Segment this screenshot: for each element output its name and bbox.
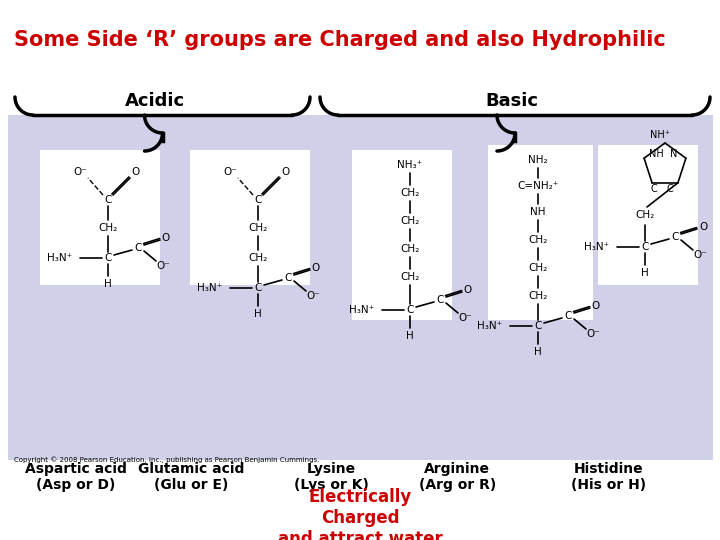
Text: H₃N⁺: H₃N⁺: [48, 253, 73, 263]
Text: CH₂: CH₂: [400, 272, 420, 282]
Text: CH₂: CH₂: [99, 223, 117, 233]
Text: O: O: [132, 167, 140, 177]
Text: C: C: [254, 283, 261, 293]
Text: Basic: Basic: [485, 92, 539, 110]
Text: CH₂: CH₂: [528, 291, 548, 301]
Text: O⁻: O⁻: [458, 313, 472, 323]
FancyBboxPatch shape: [8, 115, 713, 460]
Text: Glutamic acid
(Glu or E): Glutamic acid (Glu or E): [138, 462, 244, 492]
Text: C: C: [671, 232, 679, 242]
FancyBboxPatch shape: [598, 145, 698, 285]
Text: H: H: [641, 268, 649, 278]
Text: Electrically
Charged
and attract water: Electrically Charged and attract water: [278, 488, 442, 540]
Text: O⁻: O⁻: [693, 250, 707, 260]
Text: C: C: [651, 184, 657, 194]
Text: O: O: [312, 263, 320, 273]
Text: NH: NH: [649, 149, 663, 159]
Text: CH₂: CH₂: [400, 188, 420, 198]
Text: C: C: [254, 195, 261, 205]
Text: C: C: [284, 273, 292, 283]
Text: O: O: [162, 233, 170, 243]
Text: H₃N⁺: H₃N⁺: [197, 283, 222, 293]
Text: H₃N⁺: H₃N⁺: [349, 305, 374, 315]
Text: C: C: [564, 311, 572, 321]
Text: Arginine
(Arg or R): Arginine (Arg or R): [418, 462, 496, 492]
Text: N: N: [670, 149, 678, 159]
Text: C: C: [436, 295, 444, 305]
Text: H: H: [534, 347, 542, 357]
Text: Some Side ‘R’ groups are Charged and also Hydrophilic: Some Side ‘R’ groups are Charged and als…: [14, 30, 666, 50]
Text: H₃N⁺: H₃N⁺: [585, 242, 610, 252]
Text: C: C: [667, 184, 673, 194]
Text: CH₂: CH₂: [528, 235, 548, 245]
Text: NH⁺: NH⁺: [650, 130, 670, 140]
Text: CH₂: CH₂: [635, 210, 654, 220]
Text: O: O: [699, 222, 707, 232]
Text: NH₂: NH₂: [528, 155, 548, 165]
Text: CH₂: CH₂: [400, 244, 420, 254]
Text: O⁻: O⁻: [223, 167, 237, 177]
Text: H: H: [104, 279, 112, 289]
Text: Lysine
(Lys or K): Lysine (Lys or K): [294, 462, 369, 492]
Text: H: H: [406, 331, 414, 341]
FancyBboxPatch shape: [352, 150, 452, 320]
Text: O⁻: O⁻: [156, 261, 170, 271]
Text: C: C: [135, 243, 142, 253]
Text: CH₂: CH₂: [528, 263, 548, 273]
Text: C: C: [104, 195, 112, 205]
Text: O⁻: O⁻: [73, 167, 87, 177]
Text: O⁻: O⁻: [586, 329, 600, 339]
Text: NH: NH: [530, 207, 546, 217]
Text: H₃N⁺: H₃N⁺: [477, 321, 503, 331]
Text: Histidine
(His or H): Histidine (His or H): [571, 462, 646, 492]
Text: C: C: [642, 242, 649, 252]
FancyBboxPatch shape: [40, 150, 160, 285]
Text: Acidic: Acidic: [125, 92, 185, 110]
Text: C: C: [534, 321, 541, 331]
Text: C: C: [406, 305, 414, 315]
Text: C: C: [104, 253, 112, 263]
Text: Copyright © 2008 Pearson Education, Inc., publishing as Pearson Benjamin Cumming: Copyright © 2008 Pearson Education, Inc.…: [14, 456, 320, 463]
Text: NH₃⁺: NH₃⁺: [397, 160, 423, 170]
Text: O: O: [282, 167, 290, 177]
Text: CH₂: CH₂: [400, 216, 420, 226]
Text: H: H: [254, 309, 262, 319]
Text: O: O: [592, 301, 600, 311]
Text: O: O: [464, 285, 472, 295]
Text: Aspartic acid
(Asp or D): Aspartic acid (Asp or D): [24, 462, 127, 492]
Text: C=NH₂⁺: C=NH₂⁺: [518, 181, 559, 191]
Text: CH₂: CH₂: [248, 253, 268, 263]
FancyBboxPatch shape: [488, 145, 593, 320]
Text: O⁻: O⁻: [306, 291, 320, 301]
FancyBboxPatch shape: [190, 150, 310, 285]
Text: CH₂: CH₂: [248, 223, 268, 233]
